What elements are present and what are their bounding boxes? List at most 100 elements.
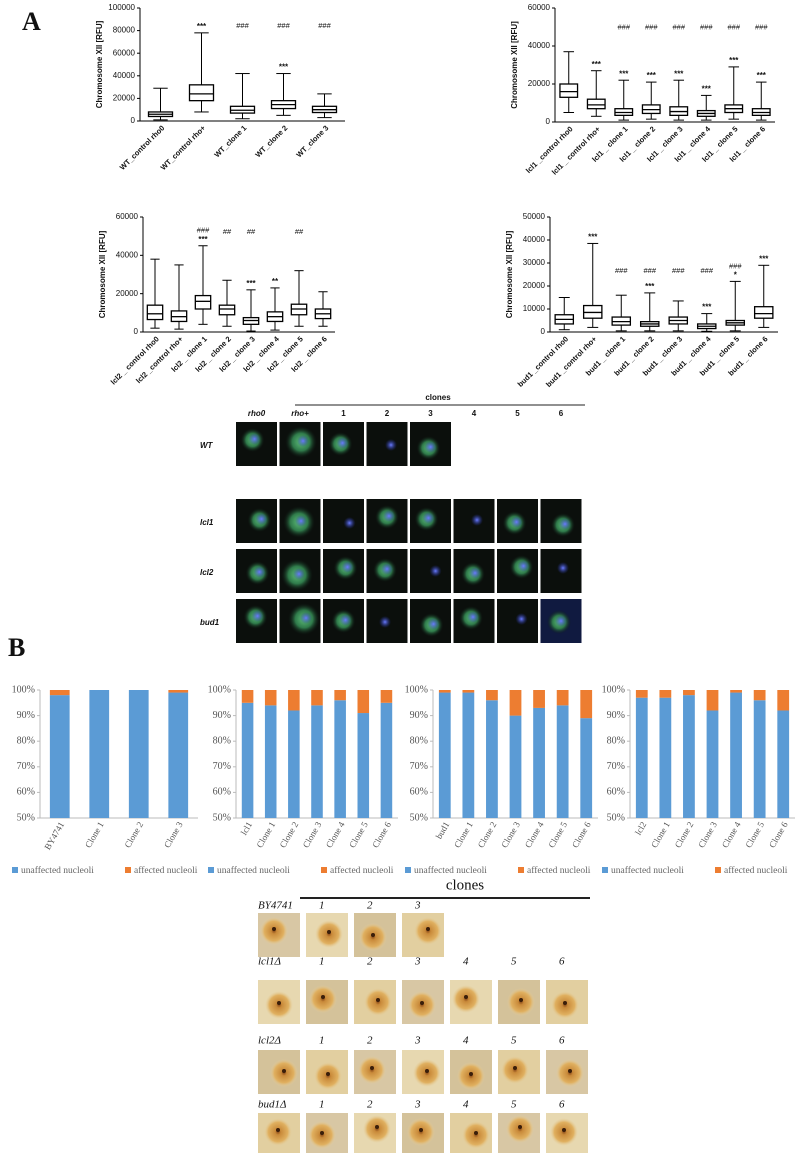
x-tick-label: Clone 4 [324, 820, 347, 850]
nucleolus [563, 1001, 567, 1005]
bar-segment [753, 690, 766, 701]
nucleus-signal [383, 510, 395, 522]
column-number: 3 [414, 1099, 421, 1111]
legend-label: unaffected nucleoli [21, 865, 94, 876]
bar-segment [635, 690, 648, 698]
bar-segment [168, 692, 189, 818]
nucleus-signal [297, 435, 309, 447]
y-tick-label: 60000 [116, 212, 139, 221]
bar-segment [241, 702, 254, 818]
significance-star: *** [619, 69, 629, 78]
y-tick-label: 10000 [523, 304, 546, 313]
x-tick-label: Clone 1 [452, 820, 475, 849]
nucleolus [513, 1066, 517, 1070]
bar-segment [753, 700, 766, 818]
y-tick-label: 70% [410, 761, 428, 772]
bar-segment [334, 690, 346, 701]
significance-hash: ### [236, 21, 249, 30]
significance-star: *** [702, 85, 712, 94]
x-tick-label: Clone 6 [570, 820, 593, 850]
y-tick-label: 50% [17, 812, 35, 823]
y-tick-label: 60% [410, 787, 428, 798]
column-number: 3 [414, 1035, 421, 1047]
legend-label: unaffected nucleoli [217, 865, 290, 876]
y-axis-title: Chromosome XII [RFU] [95, 20, 104, 108]
significance-hash: ### [727, 22, 740, 31]
row-label: lcl1Δ [258, 956, 281, 968]
column-header: rho0 [248, 409, 266, 418]
significance-hash: ### [755, 22, 768, 31]
row-label: WT [200, 441, 214, 450]
y-tick-label: 100% [405, 684, 428, 695]
bar-segment [438, 692, 451, 818]
column-number: 4 [463, 1035, 469, 1047]
y-tick-label: 40000 [528, 41, 551, 50]
nucleolus [321, 995, 325, 999]
box [559, 83, 579, 98]
y-tick-label: 60% [17, 787, 35, 798]
bar-segment [241, 690, 254, 703]
x-tick-label: Clone 3 [696, 820, 719, 850]
nucleolus [272, 927, 276, 931]
x-tick-label: Clone 6 [767, 820, 790, 850]
bar-segment [580, 690, 593, 719]
y-axis-title: Chromosome XII [RFU] [505, 230, 514, 318]
significance-star: ** [272, 277, 279, 286]
significance-hash: ### [277, 21, 290, 30]
significance-hash: ### [700, 22, 713, 31]
nucleus-signal [517, 560, 530, 572]
y-tick-label: 60% [213, 787, 231, 798]
y-tick-label: 0 [546, 117, 551, 126]
x-tick-label: Clone 4 [720, 820, 743, 850]
legend-swatch [405, 867, 411, 873]
column-number: 1 [319, 956, 325, 968]
x-tick-label: BY4741 [42, 820, 66, 851]
column-number: 6 [559, 1035, 565, 1047]
y-tick-label: 70% [607, 761, 625, 772]
row-label: lcl2 [200, 568, 214, 577]
x-tick-label: Clone 1 [83, 820, 106, 849]
nucleus-signal [295, 515, 307, 527]
y-tick-label: 0 [541, 327, 546, 336]
row-label: bud1 [200, 618, 220, 627]
column-number: 5 [511, 1035, 517, 1047]
nucleus-signal [253, 566, 266, 578]
legend-swatch [12, 867, 18, 873]
significance-hash: ### [672, 266, 685, 275]
bar-segment [380, 690, 393, 703]
y-tick-label: 60000 [528, 3, 551, 12]
nucleolus [320, 1131, 324, 1135]
significance-star: *** [757, 71, 767, 80]
nucleolus [518, 1125, 522, 1129]
significance-hash: ### [318, 21, 331, 30]
y-axis-title: Chromosome XII [RFU] [98, 230, 107, 318]
y-tick-label: 30000 [523, 258, 546, 267]
nucleus-signal [251, 610, 264, 622]
bar-segment [486, 700, 498, 818]
y-tick-label: 70% [213, 761, 231, 772]
nucleus-signal [559, 518, 571, 530]
column-number: 2 [367, 1099, 373, 1111]
nucleus-signal [385, 439, 397, 451]
y-tick-label: 60000 [113, 48, 136, 57]
bar-segment [730, 690, 742, 693]
nucleolus [426, 927, 430, 931]
column-number: 1 [319, 1099, 325, 1111]
bar-segment [49, 695, 70, 818]
bar-segment [730, 692, 742, 818]
bar-segment [659, 690, 672, 698]
y-tick-label: 90% [607, 710, 625, 721]
y-tick-label: 70% [17, 761, 35, 772]
legend-swatch [208, 867, 214, 873]
nucleolus [469, 1072, 473, 1076]
x-tick-label: Clone 2 [278, 820, 301, 849]
bar-segment [635, 697, 648, 818]
nucleolus [276, 1128, 280, 1132]
nucleus-signal [300, 612, 312, 624]
x-tick-label: lcl1 _ control rho+ [550, 124, 603, 177]
bar-segment [706, 710, 719, 818]
y-tick-label: 100% [208, 684, 231, 695]
x-tick-label: Clone 3 [162, 820, 185, 850]
y-tick-label: 20000 [528, 79, 551, 88]
